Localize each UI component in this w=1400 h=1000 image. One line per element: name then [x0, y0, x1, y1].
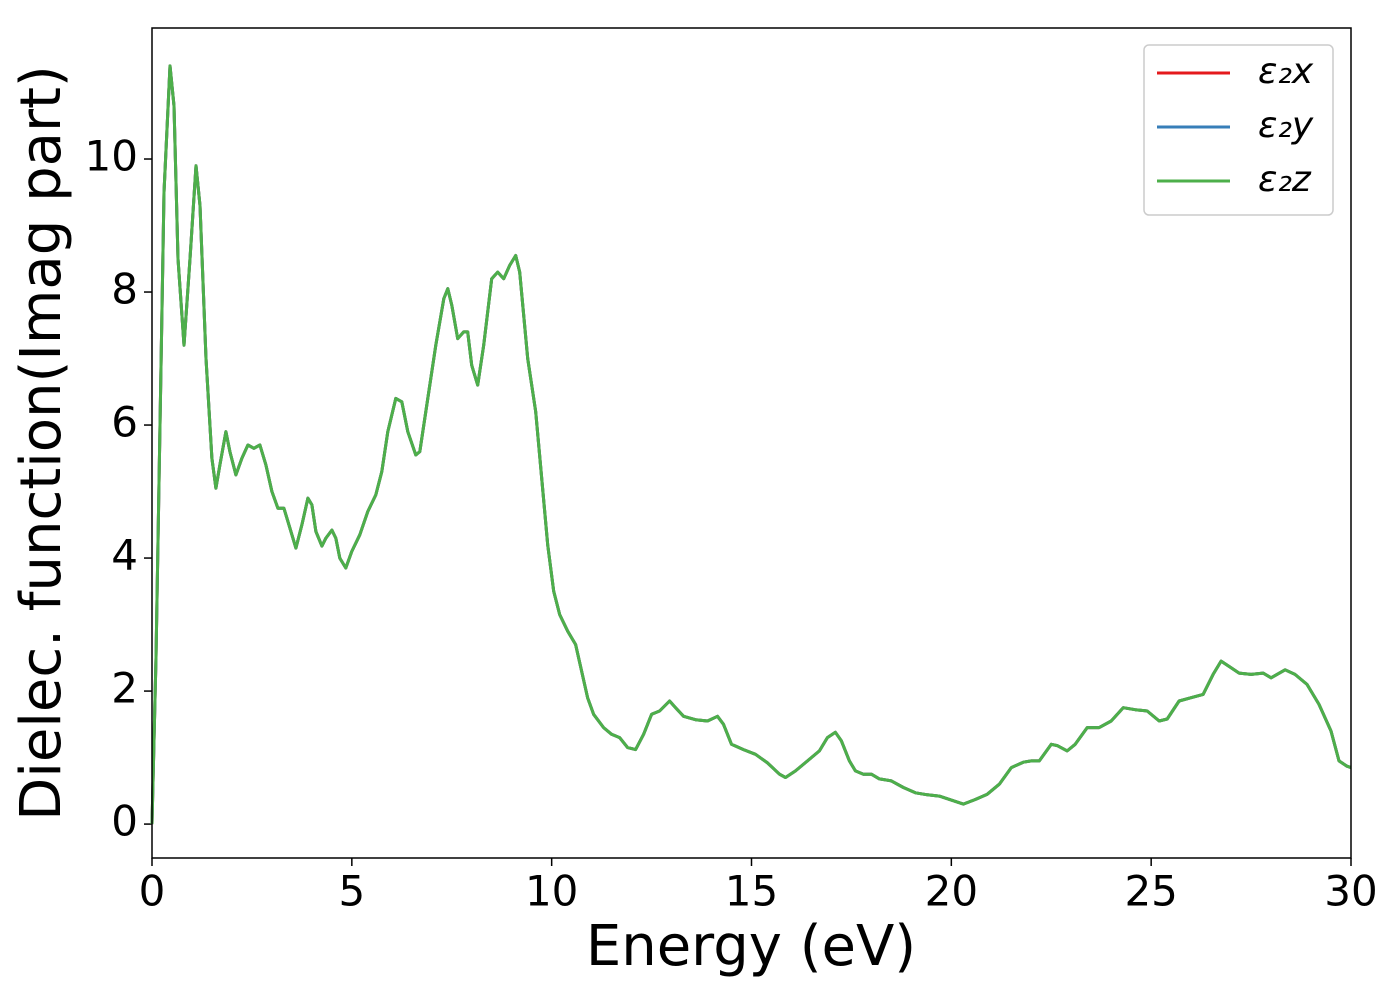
- y-tick-label: 6: [111, 398, 138, 447]
- x-tick-label: 20: [925, 867, 978, 916]
- y-axis-label: Dielec. function(Imag part): [9, 65, 74, 821]
- x-tick-label: 15: [725, 867, 778, 916]
- x-tick-label: 30: [1324, 867, 1377, 916]
- y-tick-label: 0: [111, 797, 138, 846]
- legend-box: [1143, 44, 1334, 216]
- x-tick-label: 25: [1124, 867, 1177, 916]
- data-line: [150, 64, 1352, 825]
- x-tick-label: 5: [338, 867, 365, 916]
- legend-label: ε₂z: [1258, 159, 1312, 200]
- x-axis-label: Energy (eV): [586, 914, 916, 979]
- y-tick-label: 8: [111, 265, 138, 314]
- y-tick-label: 4: [111, 531, 138, 580]
- plot-frame: [151, 27, 1352, 859]
- x-tick-label: 10: [525, 867, 578, 916]
- y-tick-label: 2: [111, 664, 138, 713]
- x-tick-label: 0: [139, 867, 166, 916]
- y-tick-label: 10: [85, 132, 138, 181]
- legend-label: ε₂x: [1258, 51, 1314, 92]
- legend-label: ε₂y: [1258, 105, 1314, 146]
